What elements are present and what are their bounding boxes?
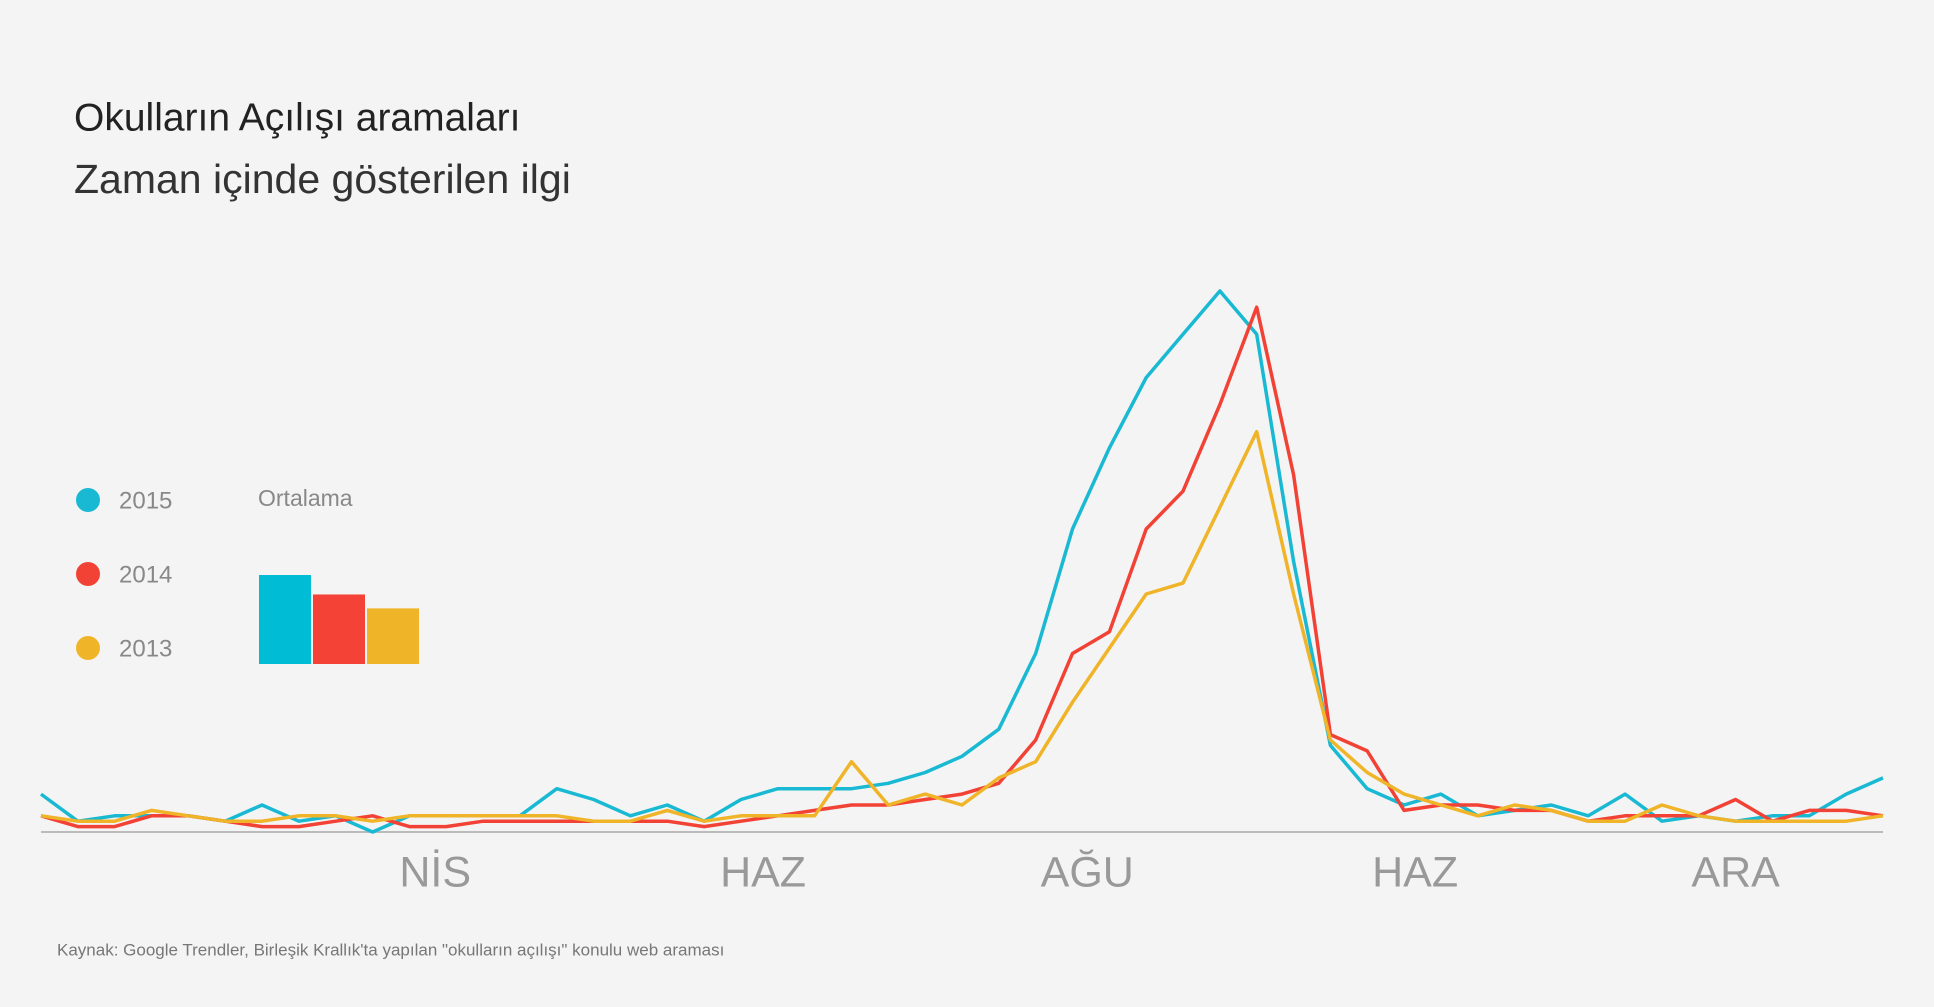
x-tick-label: ARA (1691, 848, 1780, 896)
bar (367, 608, 419, 664)
legend-marker (76, 636, 100, 660)
chart-title: Okulların Açılışı aramaları (74, 96, 520, 139)
x-tick-label: HAZ (1372, 848, 1458, 896)
legend-marker (76, 488, 100, 512)
series-line (40, 305, 1884, 829)
bar (259, 575, 311, 664)
bar (313, 594, 365, 664)
chart-subtitle: Zaman içinde gösterilen ilgi (74, 156, 571, 202)
source: Kaynak: Google Trendler, Birleşik Krallı… (57, 940, 724, 959)
series-line (39, 289, 1884, 834)
legend-label: 2015 (119, 487, 172, 514)
legend-label: 2014 (119, 561, 172, 588)
legend-label: 2013 (119, 635, 172, 662)
x-tick-label: AĞU (1041, 848, 1134, 896)
legend-marker (76, 562, 100, 586)
series-line (40, 429, 1884, 823)
bar-title: Ortalama (258, 485, 353, 511)
x-tick-label: NİS (399, 848, 471, 896)
x-tick-label: HAZ (720, 848, 806, 896)
